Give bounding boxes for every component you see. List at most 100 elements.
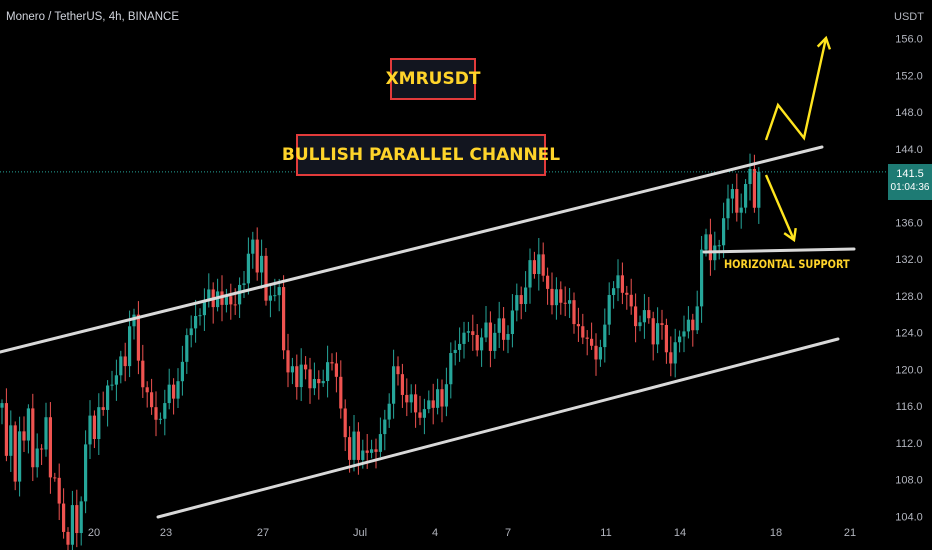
candle <box>0 399 4 425</box>
candle-body <box>277 287 281 296</box>
candle <box>202 288 206 331</box>
candle <box>251 231 255 269</box>
candle <box>268 283 272 318</box>
candle <box>330 353 334 371</box>
candle-body <box>541 254 545 276</box>
candle <box>88 400 92 459</box>
candle-body <box>172 384 176 399</box>
candle-body <box>154 407 158 420</box>
candle <box>730 183 734 214</box>
candle-body <box>656 323 660 345</box>
time-tick-label: 18 <box>770 527 782 539</box>
candle <box>224 288 228 313</box>
candle <box>444 367 448 417</box>
candle <box>757 167 761 224</box>
candle-body <box>246 253 250 284</box>
candle-body <box>374 449 378 452</box>
candle-body <box>383 419 387 435</box>
candle-body <box>458 343 462 350</box>
candle-body <box>493 332 497 351</box>
support-label: HORIZONTAL SUPPORT <box>724 257 850 271</box>
horizontal-support-line[interactable] <box>702 247 856 254</box>
candle-body <box>114 375 118 385</box>
candle-body <box>343 408 347 438</box>
candle <box>290 357 294 385</box>
bearish-arrow[interactable] <box>764 174 797 243</box>
candle-body <box>735 189 739 213</box>
bullish-arrow[interactable] <box>764 35 832 141</box>
candle-body <box>603 324 607 348</box>
candle <box>506 325 510 354</box>
time-tick-label: 21 <box>844 527 856 539</box>
candle-body <box>317 378 321 384</box>
candle-body <box>651 318 655 345</box>
candle <box>735 173 739 222</box>
candle-body <box>185 335 189 362</box>
candle-body <box>581 326 585 338</box>
candle-body <box>664 324 668 353</box>
candle <box>264 247 268 306</box>
candle-body <box>66 531 70 545</box>
candle <box>524 271 528 312</box>
candle-body <box>585 337 589 339</box>
candle <box>748 153 752 201</box>
candle-body <box>612 288 616 296</box>
candle <box>62 488 66 539</box>
price-tick-label: 108.0 <box>895 475 923 487</box>
candle-body <box>290 366 294 373</box>
candle-body <box>387 403 391 420</box>
candle-body <box>132 314 136 327</box>
candle <box>106 380 110 427</box>
candle-body <box>414 394 418 413</box>
candle-body <box>466 331 470 333</box>
candle <box>185 328 189 374</box>
candle <box>172 378 176 415</box>
candle-body <box>167 384 171 404</box>
candle-body <box>730 189 734 199</box>
candle <box>664 318 668 364</box>
candle-body <box>550 288 554 306</box>
candle <box>572 292 576 334</box>
candle-body <box>678 336 682 343</box>
candle <box>484 306 488 343</box>
candle <box>9 410 13 472</box>
candle-body <box>365 450 369 453</box>
candle-body <box>326 362 330 382</box>
candle <box>739 193 743 229</box>
time-tick-label: 7 <box>505 527 511 539</box>
candle-body <box>748 168 752 185</box>
candle-body <box>57 477 61 504</box>
candle <box>378 417 382 458</box>
lower-channel-line[interactable] <box>156 337 840 519</box>
time-axis[interactable]: 20 23 27 Jul 4 7 11 14 18 21 <box>88 527 856 539</box>
candle <box>691 313 695 347</box>
candle <box>510 294 514 348</box>
candle <box>260 239 264 289</box>
candle-body <box>13 425 17 482</box>
candle <box>123 342 127 382</box>
candle-body <box>444 384 448 407</box>
candle <box>453 340 457 366</box>
candle-body <box>251 239 255 254</box>
candle-body <box>53 477 57 479</box>
candle <box>414 384 418 428</box>
candle-body <box>128 326 132 367</box>
candle-body <box>48 417 52 478</box>
bullish-arrow-head <box>816 35 832 50</box>
upper-channel-line[interactable] <box>0 145 824 354</box>
candle-body <box>44 417 48 450</box>
candle-body <box>744 184 748 208</box>
candle <box>638 315 642 332</box>
price-axis-unit: USDT <box>894 11 924 23</box>
candle-body <box>431 400 435 408</box>
candle <box>356 422 360 475</box>
candle-body <box>141 360 145 388</box>
candle-body <box>576 324 580 327</box>
candle <box>550 272 554 315</box>
price-axis[interactable]: USDT156.0152.0148.0144.0140.0136.0132.01… <box>894 11 924 523</box>
price-tick-label: 124.0 <box>895 328 923 340</box>
candle-body <box>348 437 352 460</box>
candle <box>238 277 242 318</box>
candle-body <box>207 289 211 302</box>
candle-body <box>524 287 528 305</box>
